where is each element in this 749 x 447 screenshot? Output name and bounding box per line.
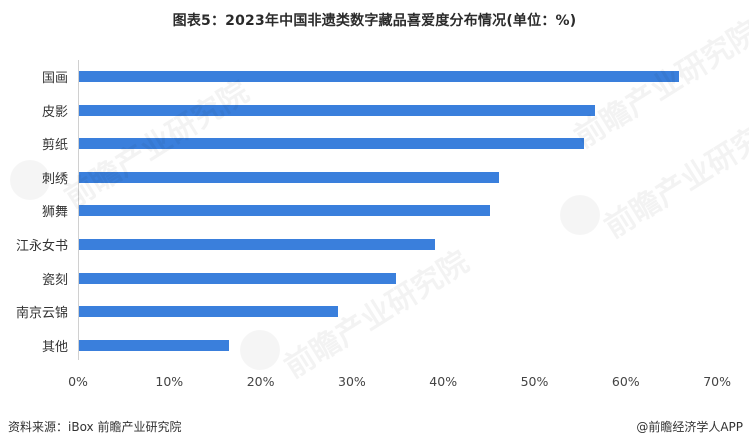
bar [79, 104, 595, 116]
x-tick-label: 60% [611, 374, 640, 389]
category-label: 江永女书 [15, 239, 68, 254]
bar [79, 272, 396, 284]
category-label: 其他 [41, 339, 68, 355]
bar-row: 南京云锦 [0, 294, 749, 328]
bar-row: 皮影 [0, 93, 749, 127]
bar [79, 306, 339, 318]
category-label: 皮影 [41, 104, 68, 120]
bar [79, 339, 229, 351]
bar [79, 239, 436, 250]
bar [79, 205, 490, 217]
category-label: 剪纸 [41, 138, 68, 154]
bar-row: 国画 [0, 59, 749, 93]
bar [79, 71, 679, 82]
y-axis-line [78, 60, 79, 360]
category-label: 狮舞 [41, 205, 68, 221]
bar-row: 江永女书 [0, 227, 749, 261]
bar [79, 171, 499, 183]
x-tick-label: 30% [337, 374, 366, 389]
bar-row: 瓷刻 [0, 261, 749, 295]
x-tick-label: 50% [520, 374, 549, 389]
bar-row: 其他 [0, 328, 749, 362]
bar-row: 刺绣 [0, 160, 749, 194]
x-tick-label: 0% [68, 374, 88, 389]
category-label: 瓷刻 [41, 272, 68, 288]
category-label: 国画 [41, 71, 68, 86]
bar [79, 138, 584, 150]
x-tick-label: 70% [703, 374, 731, 389]
bar-row: 狮舞 [0, 193, 749, 227]
category-label: 刺绣 [41, 171, 68, 187]
x-tick-label: 40% [429, 374, 458, 389]
x-tick-label: 20% [246, 374, 275, 389]
source-note: 资料来源：iBox 前瞻产业研究院 [8, 420, 182, 434]
chart-title: 图表5：2023年中国非遗类数字藏品喜爱度分布情况(单位：%) [172, 13, 577, 29]
credit-note: @前瞻经济学人APP [636, 420, 743, 434]
x-tick-label: 10% [155, 374, 184, 389]
category-label: 南京云锦 [15, 306, 68, 322]
bar-row: 剪纸 [0, 126, 749, 160]
